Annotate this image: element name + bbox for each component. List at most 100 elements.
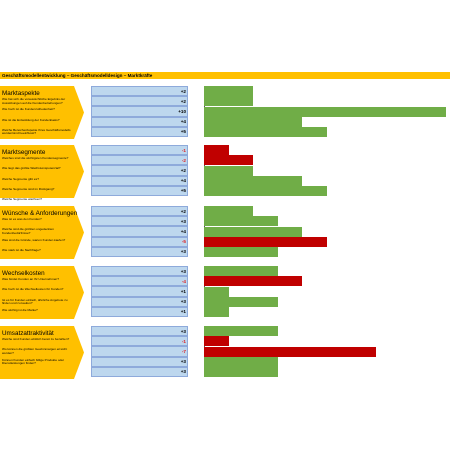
score-value: +1 xyxy=(180,309,186,315)
score-cell[interactable] xyxy=(91,286,188,297)
question-text: Wie liegt das größte Wachstumspotenzial? xyxy=(2,167,61,171)
score-cell[interactable] xyxy=(91,346,188,357)
section-5: Umsatzattraktivität Welche sind Kunden wi… xyxy=(0,326,450,379)
section-arrow xyxy=(0,266,84,319)
score-value: +5 xyxy=(180,129,186,135)
score-value: +3 xyxy=(180,218,186,224)
section-arrow xyxy=(0,86,84,139)
score-value: -4 xyxy=(181,278,186,284)
score-bar xyxy=(204,356,278,367)
score-bar xyxy=(204,116,302,127)
score-bar xyxy=(204,175,302,186)
score-bar xyxy=(204,106,446,117)
score-bar xyxy=(204,155,253,166)
score-value: +1 xyxy=(180,288,186,294)
score-bar xyxy=(204,185,327,196)
question-text: Wie hoch ist die Wechselkosten für Kunde… xyxy=(2,288,64,292)
question-text: Was ist es was den Kunden? xyxy=(2,218,42,222)
score-bar xyxy=(204,86,253,97)
question-text: Wie hoch ist die Kundenzufriedenheit? xyxy=(2,108,55,112)
score-cell[interactable] xyxy=(91,226,188,237)
score-cell[interactable] xyxy=(91,306,188,317)
score-cell[interactable] xyxy=(91,185,188,196)
score-value: +3 xyxy=(180,249,186,255)
question-text: Wo können die größten Gewinnmargen errei… xyxy=(2,348,68,355)
score-value: -1 xyxy=(181,147,186,153)
section-4: Wechselkosten Was bindet Kunden an Ihr Un… xyxy=(0,266,450,319)
question-text: Was bindet Kunden an Ihr Unternehmen? xyxy=(2,278,59,282)
score-bar xyxy=(204,306,229,317)
score-value: +2 xyxy=(180,208,186,214)
score-bar xyxy=(204,126,327,137)
score-cell[interactable] xyxy=(91,366,188,377)
question-text: Welche Segmente gibt es? xyxy=(2,177,39,181)
section-arrow xyxy=(0,206,84,259)
score-cell[interactable] xyxy=(91,216,188,227)
score-bar xyxy=(204,246,278,257)
score-bar xyxy=(204,286,229,297)
score-value: +4 xyxy=(180,119,186,125)
score-bar xyxy=(204,266,278,277)
question-text: Wie stark ist die Nachfrage? xyxy=(2,248,41,252)
score-bar xyxy=(204,276,302,287)
score-bar xyxy=(204,236,327,247)
score-cell[interactable] xyxy=(91,276,188,287)
question-text: Wie hat sich die voraussichtliche Ergebn… xyxy=(2,98,66,105)
question-text: Wie ist die Entwicklung der Kundenbasis? xyxy=(2,118,60,122)
question-text: Welche Segmente wachsen? xyxy=(2,198,43,201)
score-bar xyxy=(204,366,278,377)
score-bar xyxy=(204,145,229,156)
score-value: +4 xyxy=(180,178,186,184)
section-arrow xyxy=(0,326,84,379)
score-bar xyxy=(204,165,253,176)
score-bar xyxy=(204,326,278,337)
score-value: +5 xyxy=(180,188,186,194)
score-value: +3 xyxy=(180,359,186,365)
question-text: Welche sind Kunden wirklich bereit zu be… xyxy=(2,338,70,342)
section-arrow xyxy=(0,145,84,198)
score-value: +4 xyxy=(180,228,186,234)
score-cell[interactable] xyxy=(91,106,188,117)
score-value: +10 xyxy=(178,108,186,114)
section-title: Marktsegmente xyxy=(2,149,46,156)
score-bar xyxy=(204,346,376,357)
score-cell[interactable] xyxy=(91,336,188,347)
question-text: Was sind die Gründe, warum Kunden kaufen… xyxy=(2,238,66,242)
score-cell[interactable] xyxy=(91,116,188,127)
score-value: +3 xyxy=(180,299,186,305)
score-cell[interactable] xyxy=(91,236,188,247)
score-cell[interactable] xyxy=(91,246,188,257)
score-bar xyxy=(204,216,278,227)
score-bar xyxy=(204,336,229,347)
question-text: Welche Segmente sind im Rückgang? xyxy=(2,187,55,191)
score-cell[interactable] xyxy=(91,175,188,186)
score-value: +2 xyxy=(180,98,186,104)
page-title: Geschäftsmodellentwicklung – Geschäftsmo… xyxy=(0,72,450,79)
score-cell[interactable] xyxy=(91,326,188,337)
question-text: Welche sind die größten ungedeckten Kund… xyxy=(2,228,54,235)
question-text: Welche Bereiche/Aspekte Ihres Geschäftsm… xyxy=(2,128,71,136)
score-cell[interactable] xyxy=(91,96,188,107)
score-cell[interactable] xyxy=(91,86,188,97)
score-value: -1 xyxy=(181,338,186,344)
score-bar xyxy=(204,296,278,307)
score-value: -7 xyxy=(181,348,186,354)
score-value: +3 xyxy=(180,328,186,334)
score-cell[interactable] xyxy=(91,296,188,307)
score-bar xyxy=(204,206,253,217)
score-cell[interactable] xyxy=(91,126,188,137)
section-3: Wünsche & Anforderungen Was ist es was de… xyxy=(0,206,450,259)
score-cell[interactable] xyxy=(91,155,188,166)
question-text: Können Kunden einfach billige Produkte o… xyxy=(2,358,65,366)
section-1: Marktaspekte Wie hat sich die voraussicht… xyxy=(0,86,450,139)
score-cell[interactable] xyxy=(91,145,188,156)
section-title: Umsatzattraktivität xyxy=(2,330,54,337)
score-value: +3 xyxy=(180,369,186,375)
score-value: +3 xyxy=(180,268,186,274)
score-value: -2 xyxy=(181,157,186,163)
score-cell[interactable] xyxy=(91,165,188,176)
question-text: Welches sind die wichtigsten Kundensegme… xyxy=(2,157,69,161)
score-cell[interactable] xyxy=(91,266,188,277)
score-cell[interactable] xyxy=(91,356,188,367)
score-cell[interactable] xyxy=(91,206,188,217)
